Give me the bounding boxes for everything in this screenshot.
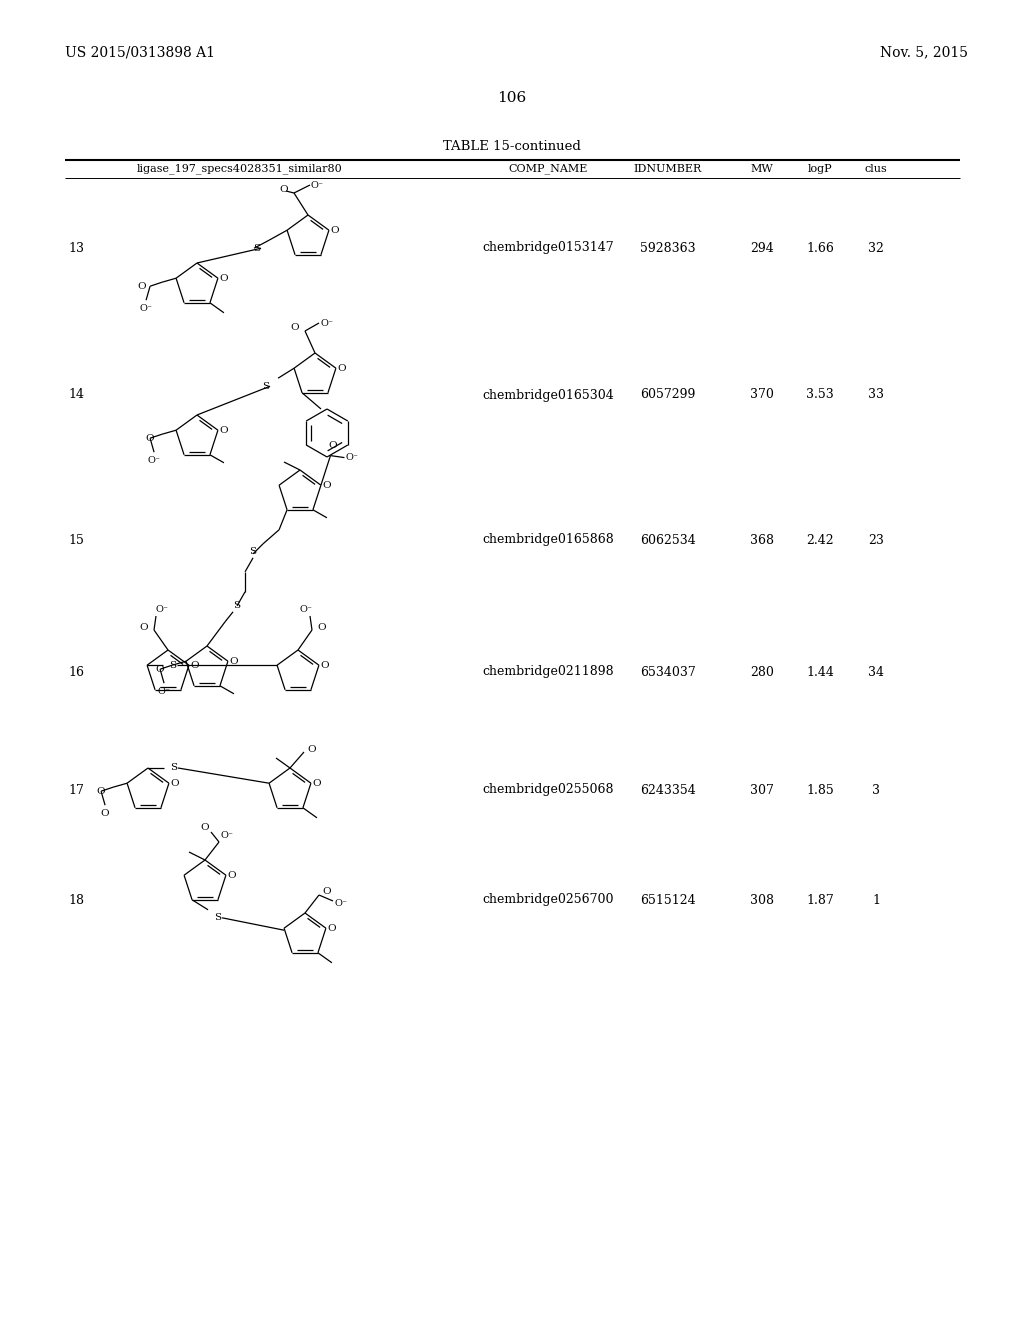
Text: chembridge0165304: chembridge0165304 xyxy=(482,388,613,401)
Text: 1.44: 1.44 xyxy=(806,665,834,678)
Text: 23: 23 xyxy=(868,533,884,546)
Text: Nov. 5, 2015: Nov. 5, 2015 xyxy=(880,45,968,59)
Text: 6057299: 6057299 xyxy=(640,388,695,401)
Text: chembridge0165868: chembridge0165868 xyxy=(482,533,613,546)
Text: O⁻: O⁻ xyxy=(156,606,169,615)
Text: O: O xyxy=(227,871,237,879)
Text: O⁻: O⁻ xyxy=(147,455,161,465)
Text: 307: 307 xyxy=(750,784,774,796)
Text: O: O xyxy=(323,480,331,490)
Text: 6062534: 6062534 xyxy=(640,533,696,546)
Text: S: S xyxy=(170,763,177,772)
Text: O: O xyxy=(307,746,316,755)
Text: O⁻: O⁻ xyxy=(346,453,359,462)
Text: O: O xyxy=(280,185,289,194)
Text: 294: 294 xyxy=(751,242,774,255)
Text: 6243354: 6243354 xyxy=(640,784,696,796)
Text: O: O xyxy=(323,887,332,895)
Text: chembridge0211898: chembridge0211898 xyxy=(482,665,613,678)
Text: 280: 280 xyxy=(750,665,774,678)
Text: S: S xyxy=(262,381,269,391)
Text: O⁻: O⁻ xyxy=(310,181,324,190)
Text: 106: 106 xyxy=(498,91,526,106)
Text: 368: 368 xyxy=(750,533,774,546)
Text: O: O xyxy=(312,779,322,788)
Text: S: S xyxy=(233,602,241,610)
Text: S: S xyxy=(170,661,176,669)
Text: O⁻: O⁻ xyxy=(139,304,153,313)
Text: O: O xyxy=(145,434,155,442)
Text: 1.85: 1.85 xyxy=(806,784,834,796)
Text: chembridge0255068: chembridge0255068 xyxy=(482,784,613,796)
Text: S: S xyxy=(250,548,257,556)
Text: US 2015/0313898 A1: US 2015/0313898 A1 xyxy=(65,45,215,59)
Text: TABLE 15-continued: TABLE 15-continued xyxy=(443,140,581,153)
Text: S: S xyxy=(214,913,221,923)
Text: O⁻: O⁻ xyxy=(220,832,233,841)
Text: O: O xyxy=(219,273,228,282)
Text: O: O xyxy=(201,824,209,833)
Text: 33: 33 xyxy=(868,388,884,401)
Text: 5928363: 5928363 xyxy=(640,242,696,255)
Text: clus: clus xyxy=(864,164,888,174)
Text: chembridge0256700: chembridge0256700 xyxy=(482,894,613,907)
Text: O: O xyxy=(328,924,336,933)
Text: O: O xyxy=(138,281,146,290)
Text: O: O xyxy=(139,623,148,631)
Text: 17: 17 xyxy=(68,784,84,796)
Text: 370: 370 xyxy=(750,388,774,401)
Text: O: O xyxy=(317,623,327,631)
Text: O: O xyxy=(338,364,346,372)
Text: 1: 1 xyxy=(872,894,880,907)
Text: O: O xyxy=(321,661,330,669)
Text: 18: 18 xyxy=(68,894,84,907)
Text: O: O xyxy=(328,441,337,450)
Text: 6515124: 6515124 xyxy=(640,894,696,907)
Text: O⁻: O⁻ xyxy=(299,606,312,615)
Text: S: S xyxy=(254,244,261,252)
Text: 3.53: 3.53 xyxy=(806,388,834,401)
Text: 308: 308 xyxy=(750,894,774,907)
Text: O⁻: O⁻ xyxy=(335,899,347,908)
Text: 1.87: 1.87 xyxy=(806,894,834,907)
Text: O: O xyxy=(219,426,228,434)
Text: O⁻: O⁻ xyxy=(158,686,171,696)
Text: O: O xyxy=(156,665,165,673)
Text: 32: 32 xyxy=(868,242,884,255)
Text: 6534037: 6534037 xyxy=(640,665,696,678)
Text: O: O xyxy=(100,809,110,817)
Text: 16: 16 xyxy=(68,665,84,678)
Text: 3: 3 xyxy=(872,784,880,796)
Text: 13: 13 xyxy=(68,242,84,255)
Text: O: O xyxy=(291,322,299,331)
Text: O: O xyxy=(229,657,239,665)
Text: O: O xyxy=(96,787,105,796)
Text: MW: MW xyxy=(751,164,773,174)
Text: 15: 15 xyxy=(68,533,84,546)
Text: IDNUMBER: IDNUMBER xyxy=(634,164,702,174)
Text: 14: 14 xyxy=(68,388,84,401)
Text: O: O xyxy=(171,779,179,788)
Text: logP: logP xyxy=(808,164,833,174)
Text: COMP_NAME: COMP_NAME xyxy=(508,164,588,174)
Text: chembridge0153147: chembridge0153147 xyxy=(482,242,613,255)
Text: ligase_197_specs4028351_similar80: ligase_197_specs4028351_similar80 xyxy=(137,164,343,174)
Text: 1.66: 1.66 xyxy=(806,242,834,255)
Text: O: O xyxy=(190,661,200,669)
Text: 34: 34 xyxy=(868,665,884,678)
Text: 2.42: 2.42 xyxy=(806,533,834,546)
Text: O: O xyxy=(331,226,339,235)
Text: O⁻: O⁻ xyxy=(321,318,334,327)
